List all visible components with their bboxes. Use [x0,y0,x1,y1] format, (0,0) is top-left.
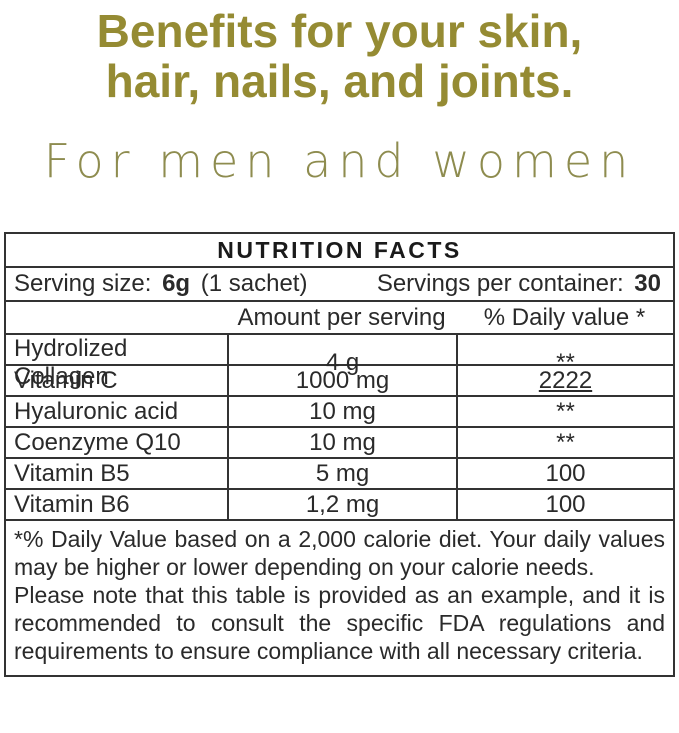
column-header-row: Amount per serving % Daily value * [6,300,673,333]
page-title-line1: Benefits for your skin, [96,5,583,57]
serving-size: Serving size: 6g (1 sachet) [14,270,311,298]
ingredient-daily-value: ** [456,428,673,457]
ingredient-amount: 4 g [227,335,456,391]
table-title: NUTRITION FACTS [217,236,462,263]
serving-size-value: 6g [162,270,191,297]
column-header-daily-value: % Daily value * [483,303,646,331]
table-row: Vitamin B5 5 mg 100 [6,457,673,488]
ingredient-daily-value: ** [456,335,673,391]
ingredient-amount: 5 mg [227,459,456,488]
footnote-section: *% Daily Value based on a 2,000 calorie … [6,519,673,675]
ingredient-name: Vitamin B5 [14,459,130,487]
ingredient-daily-value: ** [456,397,673,426]
servings-per-container-label: Servings per container: [376,270,624,297]
ingredient-amount: 10 mg [227,428,456,457]
serving-size-label: Serving size: [14,270,152,297]
ingredient-name: Hyaluronic acid [14,397,179,425]
nutrition-facts-table: NUTRITION FACTS Serving size: 6g (1 sach… [4,232,675,677]
page-subtitle: For men and women [43,134,636,188]
ingredient-amount: 1,2 mg [227,490,456,519]
ingredient-daily-value: 100 [456,490,673,519]
column-header-amount: Amount per serving [237,303,446,331]
serving-info-row: Serving size: 6g (1 sachet) Servings per… [6,266,673,300]
hero-section: Benefits for your skin, hair, nails, and … [0,0,679,187]
ingredient-name: Coenzyme Q10 [14,428,181,456]
table-row: Coenzyme Q10 10 mg ** [6,426,673,457]
table-row: Hydrolized Collagen 4 g ** [6,333,673,391]
ingredient-name: Vitamin C [14,366,118,394]
page-title: Benefits for your skin, hair, nails, and … [0,0,679,106]
ingredient-name: Hydrolized Collagen [14,335,128,390]
ingredient-amount: 10 mg [227,397,456,426]
ingredient-name: Vitamin B6 [14,490,130,518]
footnote-daily-value: *% Daily Value based on a 2,000 calorie … [14,526,665,580]
footnote-example: Please note that this table is provided … [14,582,665,664]
serving-size-note: (1 sachet) [200,270,308,297]
daily-value-underlined: 2222 [538,366,593,394]
table-row: Vitamin C 1000 mg 2222 [6,364,673,395]
servings-per-container-value: 30 [634,270,661,297]
ingredient-amount: 1000 mg [227,366,456,395]
page-title-line2: hair, nails, and joints. [105,55,574,107]
table-row: Vitamin B6 1,2 mg 100 [6,488,673,519]
servings-per-container: Servings per container: 30 [377,270,665,298]
table-row: Hyaluronic acid 10 mg ** [6,395,673,426]
ingredient-daily-value: 2222 [456,366,673,395]
ingredient-daily-value: 100 [456,459,673,488]
